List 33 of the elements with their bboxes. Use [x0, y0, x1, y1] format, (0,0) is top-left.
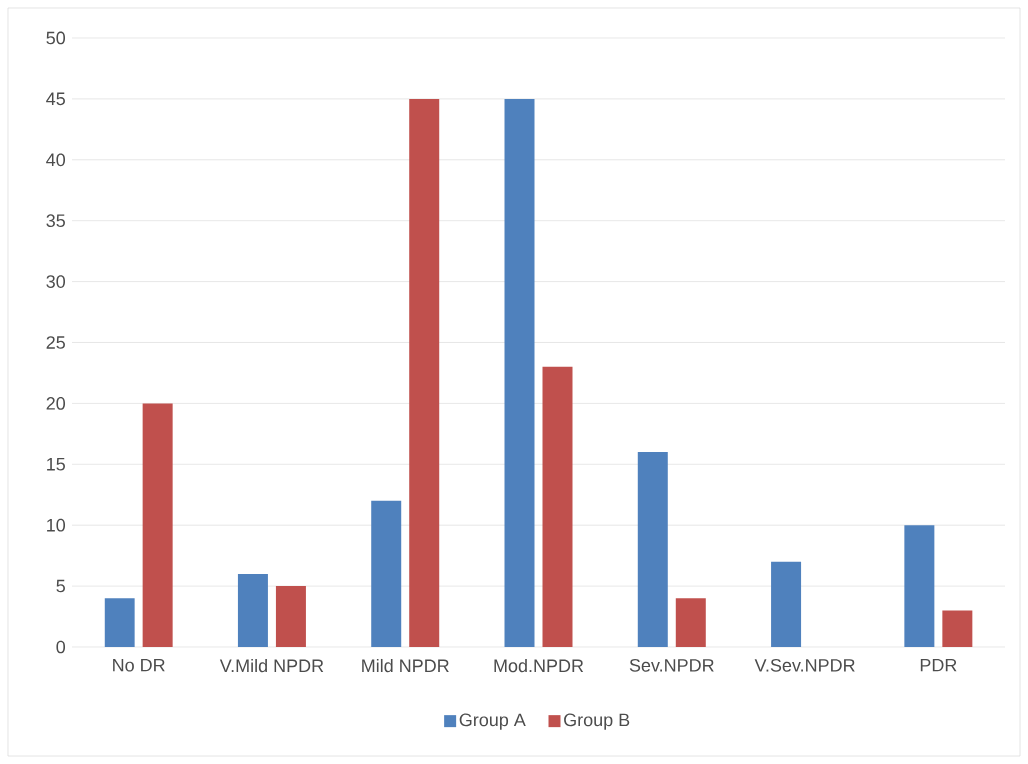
x-tick-label: Mod.NPDR: [494, 658, 584, 673]
y-tick-label: 25: [46, 336, 65, 349]
legend-label: Group A: [459, 713, 526, 730]
bar: [542, 366, 573, 647]
bar: [142, 403, 173, 647]
bar: [904, 525, 935, 647]
x-tick-label: Mild NPDR: [362, 658, 449, 673]
x-tick-label: V.Mild NPDR: [219, 658, 324, 673]
bar: [409, 98, 440, 647]
bar: [771, 561, 802, 647]
x-tick-label: V.Sev.NPDR: [754, 658, 855, 672]
y-tick-label: 35: [46, 214, 65, 228]
bar: [637, 452, 668, 647]
y-tick-label: 40: [46, 153, 66, 167]
legend-label: Group B: [564, 713, 630, 730]
x-tick-label: No DR: [113, 658, 165, 672]
bar: [237, 573, 268, 647]
x-tick-label: PDR: [920, 658, 957, 672]
bar: [942, 610, 973, 647]
y-tick-label: 5: [56, 579, 65, 593]
y-tick-label: 30: [46, 275, 66, 288]
y-tick-label: 20: [46, 397, 66, 410]
bar: [504, 98, 535, 647]
bar: [675, 598, 706, 647]
y-tick-label: 50: [46, 31, 66, 45]
y-tick-label: 10: [47, 518, 66, 532]
y-tick-label: 45: [46, 92, 65, 106]
bar: [371, 500, 402, 647]
y-tick-label: 15: [47, 458, 65, 471]
x-tick-label: Sev.NPDR: [629, 658, 714, 672]
bar: [275, 586, 306, 647]
y-tick-label: 0: [56, 640, 66, 654]
bar: [104, 598, 135, 647]
